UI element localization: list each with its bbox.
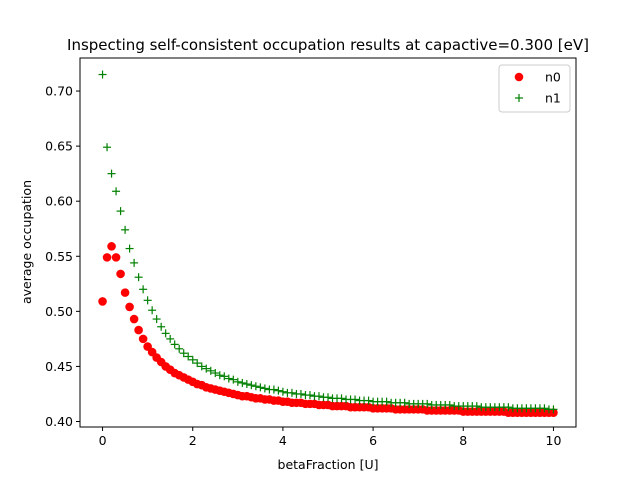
legend-label-n1: n1 xyxy=(545,91,561,106)
data-point-n1 xyxy=(314,392,323,401)
data-point-n1 xyxy=(242,380,251,389)
data-point-n1 xyxy=(206,366,215,375)
data-point-n0 xyxy=(102,253,112,262)
data-point-n1 xyxy=(107,169,116,178)
x-axis-label: betaFraction [U] xyxy=(278,457,379,472)
data-point-n1 xyxy=(197,362,206,371)
data-point-n1 xyxy=(166,334,175,343)
x-tick-label: 0 xyxy=(99,433,107,448)
x-tick-label: 8 xyxy=(459,433,467,448)
data-point-n1 xyxy=(224,374,233,383)
data-point-n1 xyxy=(161,329,170,338)
data-point-n1 xyxy=(382,397,391,406)
data-point-n1 xyxy=(337,394,346,403)
y-tick-label: 0.65 xyxy=(45,139,73,154)
chart-title: Inspecting self-consistent occupation re… xyxy=(67,36,589,54)
axes-frame xyxy=(79,57,577,428)
data-point-n0 xyxy=(125,302,134,312)
y-tick-label: 0.60 xyxy=(45,194,73,209)
legend-marker-n0 xyxy=(514,72,524,82)
data-point-n1 xyxy=(134,273,143,282)
x-tick-label: 6 xyxy=(369,433,377,448)
data-point-n1 xyxy=(139,285,148,294)
data-point-n0 xyxy=(116,269,125,279)
data-point-n1 xyxy=(504,403,513,412)
data-point-n1 xyxy=(324,393,332,402)
data-point-n1 xyxy=(170,340,179,349)
series-layer xyxy=(98,70,558,417)
y-tick-label: 0.40 xyxy=(45,414,73,429)
x-axis: 0 2 4 6 8 10 xyxy=(99,427,562,448)
series-n1 xyxy=(98,70,558,414)
data-point-n1 xyxy=(143,296,152,305)
data-point-n1 xyxy=(540,404,549,413)
y-tick-label: 0.70 xyxy=(45,84,73,99)
data-point-n1 xyxy=(211,369,220,378)
data-point-n1 xyxy=(193,359,202,368)
x-tick-label: 10 xyxy=(546,433,562,448)
data-point-n0 xyxy=(107,242,116,251)
data-point-n1 xyxy=(116,207,125,216)
data-point-n0 xyxy=(129,314,139,324)
series-n0 xyxy=(98,242,558,417)
data-point-n1 xyxy=(549,405,558,414)
data-point-n1 xyxy=(445,400,454,409)
data-point-n1 xyxy=(351,395,360,404)
data-point-n0 xyxy=(134,325,143,335)
data-point-n1 xyxy=(278,387,287,396)
data-point-n1 xyxy=(287,388,296,397)
data-point-n1 xyxy=(125,244,134,253)
data-point-n1 xyxy=(152,315,161,324)
data-point-n1 xyxy=(472,402,481,411)
data-point-n1 xyxy=(233,377,242,386)
data-point-n0 xyxy=(98,297,107,306)
data-point-n1 xyxy=(157,322,166,331)
data-point-n1 xyxy=(103,143,112,152)
data-point-n1 xyxy=(364,396,373,405)
data-point-n1 xyxy=(296,389,305,398)
data-point-n1 xyxy=(220,372,229,381)
data-point-n1 xyxy=(148,306,157,315)
y-tick-label: 0.55 xyxy=(45,249,73,264)
data-point-n1 xyxy=(269,385,278,394)
data-point-n1 xyxy=(247,381,256,390)
data-point-n1 xyxy=(260,384,269,393)
data-point-n0 xyxy=(120,288,130,297)
data-point-n1 xyxy=(238,378,247,387)
y-tick-label: 0.45 xyxy=(45,359,73,374)
data-point-n1 xyxy=(215,371,224,380)
data-point-n1 xyxy=(274,386,283,395)
x-tick-label: 2 xyxy=(189,433,197,448)
data-point-n1 xyxy=(184,352,193,361)
data-point-n1 xyxy=(423,399,432,408)
data-point-n1 xyxy=(400,398,409,407)
data-point-n1 xyxy=(175,344,184,353)
data-point-n1 xyxy=(130,258,139,267)
data-point-n1 xyxy=(179,349,188,358)
data-point-n1 xyxy=(188,355,197,364)
data-point-n1 xyxy=(98,70,107,79)
legend-marker-n1 xyxy=(515,94,523,102)
data-point-n1 xyxy=(202,364,211,373)
data-point-n1 xyxy=(112,187,121,196)
y-tick-label: 0.50 xyxy=(45,304,73,319)
legend-label-n0: n0 xyxy=(545,70,561,85)
data-point-n1 xyxy=(256,383,265,392)
y-axis: 0.40 0.45 0.50 0.55 0.60 0.65 0.70 xyxy=(45,84,80,429)
data-point-n1 xyxy=(121,225,130,234)
data-point-n0 xyxy=(138,334,148,344)
data-point-n1 xyxy=(305,391,314,400)
x-tick-label: 4 xyxy=(279,433,287,448)
y-axis-label: average occupation xyxy=(19,180,34,304)
data-point-n1 xyxy=(229,375,238,384)
data-point-n1 xyxy=(251,382,260,391)
data-point-n0 xyxy=(111,253,121,262)
